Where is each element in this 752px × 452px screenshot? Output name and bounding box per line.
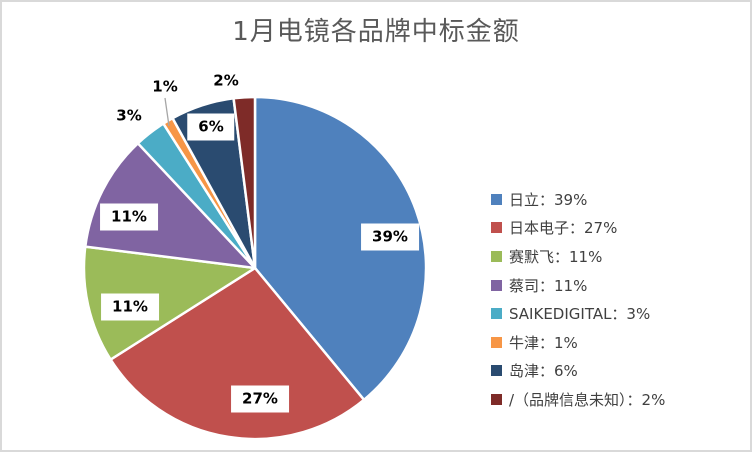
legend-item-jeol: 日本电子：27%: [491, 214, 665, 243]
legend-item-hitachi: 日立：39%: [491, 185, 665, 214]
legend-swatch-zeiss: [491, 279, 502, 291]
legend-label-shimadzu: 岛津：6%: [509, 362, 578, 381]
legend-label-zeiss: 蔡司：11%: [509, 276, 588, 295]
pie-label-unknown: 2%: [213, 71, 239, 90]
legend-swatch-jeol: [491, 222, 502, 234]
legend-item-oxford: 牛津：1%: [491, 328, 665, 357]
pie-slice-jeol: [109, 266, 366, 441]
legend-label-unknown: /（品牌信息未知）：2%: [509, 390, 666, 409]
pie-label-hitachi: 39%: [361, 223, 419, 251]
pie-slice-hitachi: [253, 95, 428, 402]
legend-swatch-oxford: [491, 336, 502, 348]
chart-legend: 日立：39% 日本电子：27% 赛默飞：11% 蔡司：11% SAIKEDIGI…: [491, 185, 665, 414]
legend-item-shimadzu: 岛津：6%: [491, 357, 665, 386]
pie-label-thermofisher: 11%: [101, 293, 159, 321]
pie-label-shimadzu: 6%: [187, 113, 235, 141]
chart-title: 1月电镜各品牌中标金额: [232, 17, 520, 47]
leader-line: [164, 97, 170, 127]
legend-label-jeol: 日本电子：27%: [509, 219, 618, 238]
legend-swatch-unknown: [491, 393, 502, 405]
pie-slice-zeiss: [84, 142, 257, 270]
pie-label-zeiss: 11%: [100, 203, 158, 231]
legend-label-thermofisher: 赛默飞：11%: [509, 247, 603, 266]
legend-swatch-thermofisher: [491, 250, 502, 262]
pie-slice-thermofisher: [82, 245, 257, 361]
legend-swatch-hitachi: [491, 193, 502, 205]
legend-label-hitachi: 日立：39%: [509, 190, 588, 209]
legend-swatch-saikedigital: [491, 308, 502, 320]
legend-label-oxford: 牛津：1%: [509, 333, 578, 352]
pie-slice-unknown: [232, 95, 257, 270]
legend-item-thermofisher: 赛默飞：11%: [491, 242, 665, 271]
legend-swatch-shimadzu: [491, 365, 502, 377]
pie-label-jeol: 27%: [231, 385, 289, 413]
legend-item-saikedigital: SAIKEDIGITAL：3%: [491, 299, 665, 328]
pie-label-saikedigital: 3%: [116, 106, 142, 125]
legend-item-zeiss: 蔡司：11%: [491, 271, 665, 300]
pie-label-oxford: 1%: [152, 77, 178, 96]
pie-slices: [82, 95, 428, 441]
legend-label-saikedigital: SAIKEDIGITAL：3%: [509, 305, 651, 324]
legend-item-unknown: /（品牌信息未知）：2%: [491, 385, 665, 414]
